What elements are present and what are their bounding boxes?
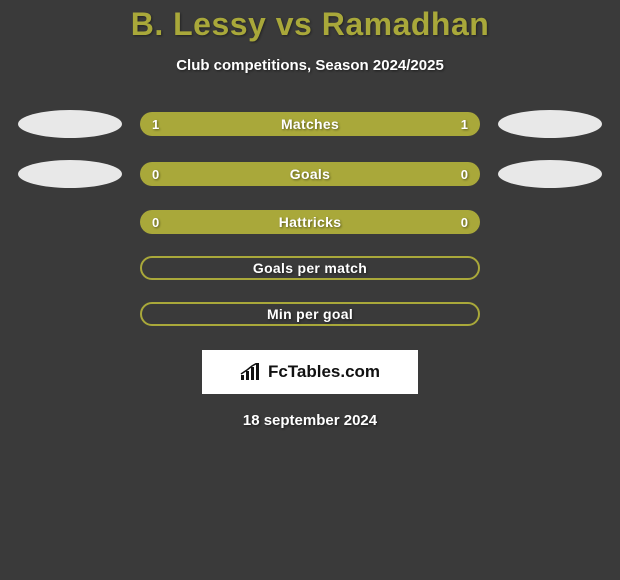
stat-rows: 1 Matches 1 0 Goals 0 0 Hattricks 0 [0, 110, 620, 326]
stat-row-goals-per-match: Goals per match [0, 256, 620, 280]
stat-left-value: 0 [152, 215, 159, 230]
right-ellipse-icon [498, 160, 602, 188]
stat-row-matches: 1 Matches 1 [0, 110, 620, 138]
left-ellipse-icon [18, 160, 122, 188]
chart-bars-icon [240, 363, 262, 381]
stat-row-goals: 0 Goals 0 [0, 160, 620, 188]
stat-label: Min per goal [267, 306, 353, 322]
stat-label: Matches [281, 116, 339, 132]
stat-pill-hattricks: 0 Hattricks 0 [140, 210, 480, 234]
logo-text: FcTables.com [268, 362, 380, 382]
stat-right-value: 0 [461, 167, 468, 182]
subtitle: Club competitions, Season 2024/2025 [0, 57, 620, 74]
stat-row-hattricks: 0 Hattricks 0 [0, 210, 620, 234]
page-title: B. Lessy vs Ramadhan [0, 6, 620, 43]
date-line: 18 september 2024 [0, 412, 620, 429]
stat-right-value: 0 [461, 215, 468, 230]
stat-pill-matches: 1 Matches 1 [140, 112, 480, 136]
stat-pill-min-per-goal: Min per goal [140, 302, 480, 326]
content-wrapper: B. Lessy vs Ramadhan Club competitions, … [0, 0, 620, 429]
stat-row-min-per-goal: Min per goal [0, 302, 620, 326]
stat-label: Hattricks [279, 214, 342, 230]
stat-left-value: 0 [152, 167, 159, 182]
left-ellipse-icon [18, 110, 122, 138]
stat-right-value: 1 [461, 117, 468, 132]
stat-pill-goals-per-match: Goals per match [140, 256, 480, 280]
stat-pill-goals: 0 Goals 0 [140, 162, 480, 186]
right-ellipse-icon [498, 110, 602, 138]
logo-box: FcTables.com [202, 350, 418, 394]
stat-left-value: 1 [152, 117, 159, 132]
stat-label: Goals per match [253, 260, 367, 276]
stat-label: Goals [290, 166, 330, 182]
